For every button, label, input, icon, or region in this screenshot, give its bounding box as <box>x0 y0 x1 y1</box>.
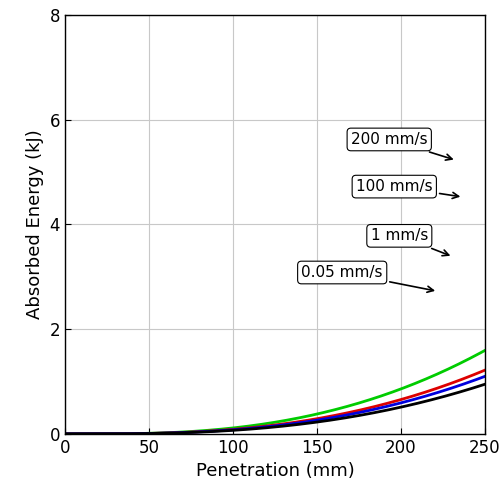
Text: 100 mm/s: 100 mm/s <box>356 179 458 199</box>
Text: 0.05 mm/s: 0.05 mm/s <box>302 265 434 292</box>
Text: 200 mm/s: 200 mm/s <box>351 132 452 160</box>
Y-axis label: Absorbed Energy (kJ): Absorbed Energy (kJ) <box>26 130 44 319</box>
X-axis label: Penetration (mm): Penetration (mm) <box>196 462 354 480</box>
Text: 1 mm/s: 1 mm/s <box>370 228 449 256</box>
